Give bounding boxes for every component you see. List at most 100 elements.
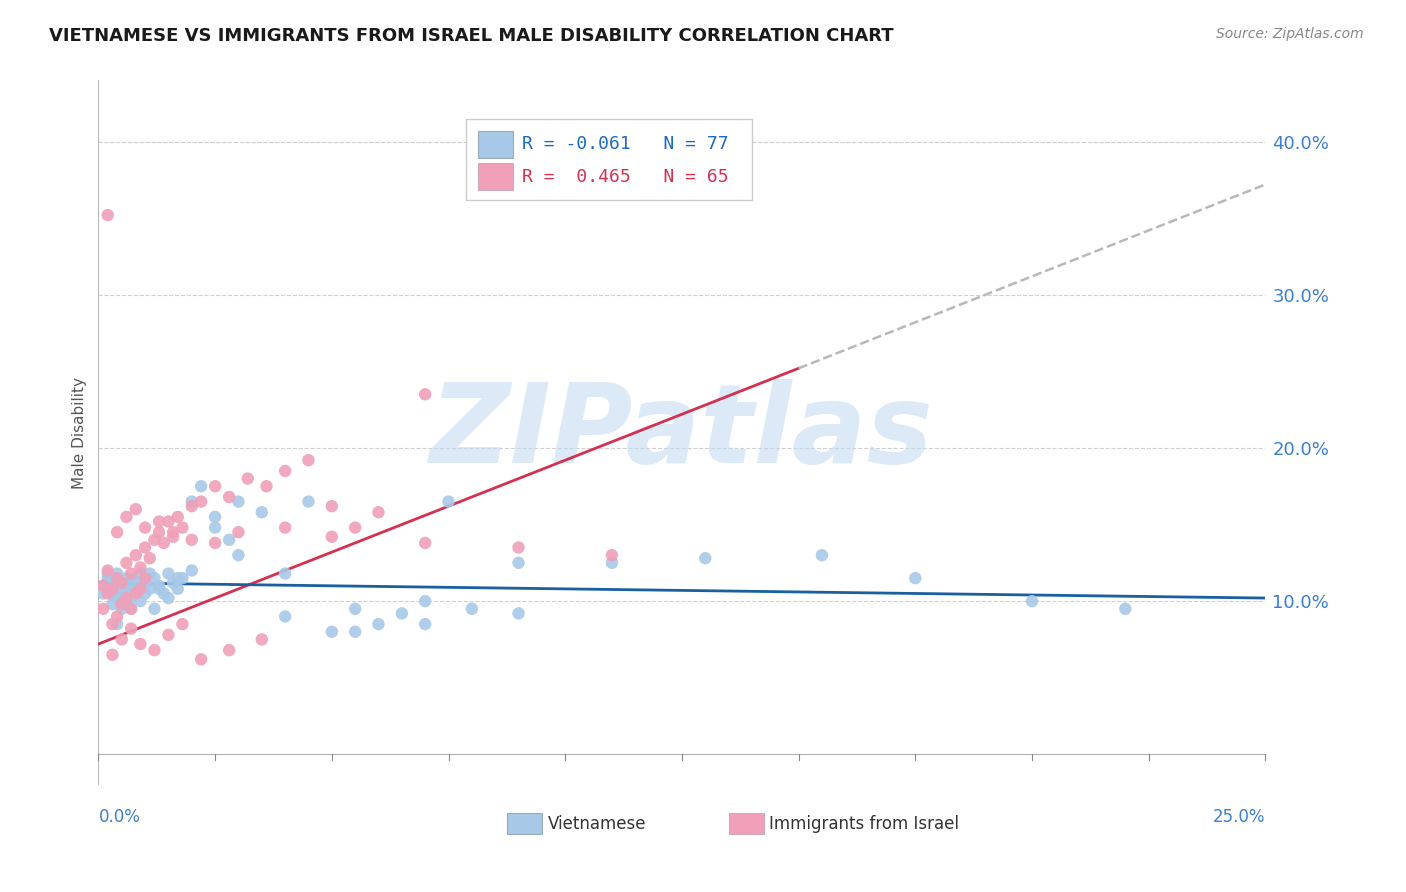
Point	[97, 571, 120, 585]
Point	[129, 566, 152, 581]
Point	[125, 571, 148, 585]
Point	[218, 490, 240, 504]
Point	[97, 564, 120, 578]
Point	[190, 494, 212, 508]
Point	[111, 597, 134, 611]
FancyBboxPatch shape	[465, 119, 752, 200]
Point	[105, 582, 128, 596]
Text: VIETNAMESE VS IMMIGRANTS FROM ISRAEL MALE DISABILITY CORRELATION CHART: VIETNAMESE VS IMMIGRANTS FROM ISRAEL MAL…	[49, 27, 894, 45]
Point	[166, 571, 188, 585]
Point	[190, 479, 212, 493]
Point	[413, 594, 436, 608]
Point	[120, 622, 142, 636]
Point	[115, 571, 138, 585]
Point	[162, 525, 184, 540]
Point	[274, 566, 297, 581]
Point	[274, 520, 297, 534]
Point	[97, 586, 120, 600]
Point	[101, 586, 124, 600]
Point	[600, 548, 623, 562]
Point	[367, 617, 389, 632]
Point	[204, 479, 226, 493]
Point	[811, 548, 834, 562]
Point	[152, 586, 174, 600]
Point	[148, 582, 170, 596]
Point	[105, 525, 128, 540]
Point	[321, 530, 343, 544]
Text: R = -0.061   N = 77: R = -0.061 N = 77	[522, 136, 728, 153]
Point	[143, 601, 166, 615]
Point	[101, 579, 124, 593]
Point	[143, 571, 166, 585]
Point	[101, 571, 124, 585]
Point	[120, 591, 142, 605]
Point	[413, 617, 436, 632]
Point	[101, 597, 124, 611]
Point	[413, 387, 436, 401]
Point	[120, 575, 142, 590]
Y-axis label: Male Disability: Male Disability	[72, 376, 87, 489]
Point	[218, 643, 240, 657]
Text: 25.0%: 25.0%	[1213, 807, 1265, 825]
Point	[125, 548, 148, 562]
Point	[236, 472, 259, 486]
Point	[190, 652, 212, 666]
Point	[228, 494, 250, 508]
Point	[508, 607, 530, 621]
Point	[105, 566, 128, 581]
Point	[134, 575, 156, 590]
Point	[157, 628, 180, 642]
Point	[321, 499, 343, 513]
Point	[166, 582, 188, 596]
Point	[139, 582, 162, 596]
Point	[250, 505, 273, 519]
Point	[134, 571, 156, 585]
Point	[180, 533, 202, 547]
Point	[344, 601, 367, 615]
Point	[111, 575, 134, 590]
Point	[91, 579, 114, 593]
Point	[129, 582, 152, 596]
Point	[97, 566, 120, 581]
Text: Source: ZipAtlas.com: Source: ZipAtlas.com	[1216, 27, 1364, 41]
Point	[508, 556, 530, 570]
Point	[344, 624, 367, 639]
Point	[115, 582, 138, 596]
Point	[97, 208, 120, 222]
Point	[180, 564, 202, 578]
Point	[274, 609, 297, 624]
Point	[904, 571, 927, 585]
Text: 0.0%: 0.0%	[98, 807, 141, 825]
Point	[105, 591, 128, 605]
Point	[105, 609, 128, 624]
Point	[204, 520, 226, 534]
Point	[101, 586, 124, 600]
Point	[120, 601, 142, 615]
Point	[166, 509, 188, 524]
Point	[97, 582, 120, 596]
Point	[91, 586, 114, 600]
Point	[129, 594, 152, 608]
Point	[125, 502, 148, 516]
Point	[129, 560, 152, 574]
Point	[115, 556, 138, 570]
Point	[143, 643, 166, 657]
Point	[413, 536, 436, 550]
Point	[125, 586, 148, 600]
Point	[297, 494, 319, 508]
Point	[101, 617, 124, 632]
Bar	[728, 814, 763, 834]
Point	[105, 617, 128, 632]
Point	[129, 582, 152, 596]
Point	[162, 530, 184, 544]
Point	[172, 520, 194, 534]
Text: ZIPatlas: ZIPatlas	[430, 379, 934, 486]
Point	[228, 525, 250, 540]
Text: R =  0.465   N = 65: R = 0.465 N = 65	[522, 168, 728, 186]
Point	[134, 586, 156, 600]
Point	[148, 515, 170, 529]
Point	[115, 509, 138, 524]
Point	[125, 582, 148, 596]
Point	[180, 499, 202, 513]
Point	[157, 591, 180, 605]
